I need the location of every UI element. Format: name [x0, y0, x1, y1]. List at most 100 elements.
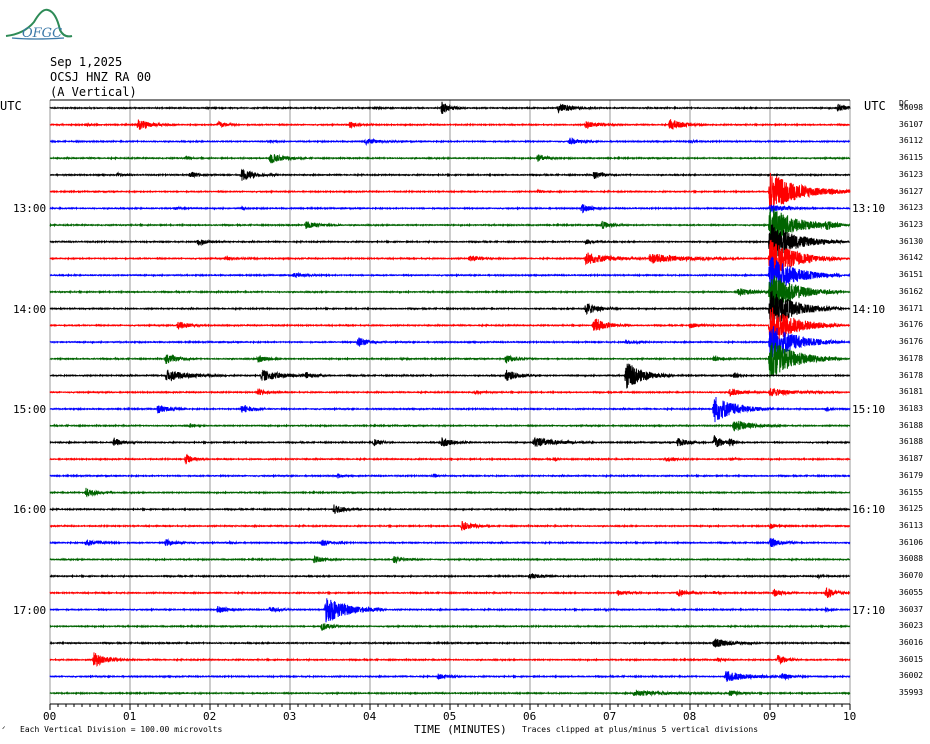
trace-35: [49, 689, 851, 697]
x-tick-label: 10: [843, 710, 857, 723]
trace-14: [49, 325, 851, 360]
dc-offset-label: 36125: [899, 504, 924, 514]
date-label: Sep 1,2025: [50, 55, 123, 69]
dc-offset-label: 36127: [899, 186, 924, 196]
dc-offset-label: 36155: [899, 487, 924, 497]
dc-offset-label: 36016: [899, 638, 924, 648]
x-tick-label: 05: [443, 710, 457, 723]
x-tick-label: 07: [603, 710, 617, 723]
right-utc-label: UTC: [864, 99, 886, 113]
dc-offset-label: 36151: [899, 270, 924, 280]
x-tick-label: 03: [283, 710, 297, 723]
dc-offset-label: 36113: [899, 521, 924, 530]
trace-11: [49, 275, 851, 310]
trace-22: [49, 472, 851, 479]
left-time-label: 13:00: [13, 202, 47, 216]
right-time-label: 15:10: [852, 402, 886, 416]
x-tick-label: 00: [43, 710, 57, 723]
trace-19: [49, 420, 851, 432]
trace-33: [49, 652, 851, 667]
right-time-label: 16:10: [852, 503, 886, 517]
x-tick-label: 08: [683, 710, 697, 723]
trace-18: [49, 396, 851, 423]
trace-21: [49, 453, 851, 465]
trace-3: [49, 153, 851, 164]
trace-13: [49, 307, 851, 345]
x-tick-label: 09: [763, 710, 777, 723]
trace-9: [49, 239, 851, 279]
trace-17: [49, 387, 851, 397]
logo-text: OFGC: [22, 26, 63, 41]
trace-32: [49, 638, 851, 648]
trace-27: [49, 555, 851, 565]
right-time-label: 13:10: [852, 202, 886, 216]
trace-28: [49, 573, 851, 580]
right-time-label: 14:10: [852, 302, 886, 316]
dc-offset-label: 36123: [899, 203, 924, 213]
dc-column-header: DC: [899, 99, 909, 108]
dc-offset-label: 36176: [899, 337, 924, 347]
trace-5: [49, 172, 851, 209]
station-label: OCSJ HNZ RA 00: [50, 70, 152, 84]
trace-29: [49, 587, 851, 599]
dc-offset-label: 36188: [899, 420, 924, 430]
trace-7: [49, 208, 851, 243]
left-time-label: 16:00: [13, 503, 47, 517]
trace-2: [49, 137, 851, 147]
dc-offset-label: 36002: [899, 671, 924, 681]
dc-offset-label: 36015: [899, 654, 924, 664]
left-time-label: 17:00: [13, 603, 47, 617]
x-tick-label: 02: [203, 710, 217, 723]
dc-offset-label: 36171: [899, 303, 924, 313]
ofgc-logo: [4, 4, 74, 48]
dc-offset-label: 36037: [899, 604, 924, 614]
ofgc-logo-graphic: [5, 8, 73, 40]
trace-12: [49, 290, 851, 327]
trace-6: [49, 204, 851, 214]
trace-25: [49, 520, 851, 532]
dc-offset-label: 36115: [899, 153, 924, 163]
dc-offset-label: 36055: [899, 587, 924, 597]
trace-10: [49, 256, 851, 294]
dc-offset-label: 36123: [899, 220, 924, 230]
dc-offset-label: 36070: [899, 571, 924, 581]
clip-note: Traces clipped at plus/minus 5 vertical …: [522, 725, 759, 734]
x-tick-label: 01: [123, 710, 137, 723]
component-label: (A Vertical): [50, 85, 137, 99]
dc-offset-label: 36188: [899, 437, 924, 447]
dc-offset-label: 36106: [899, 537, 924, 547]
trace-30: [49, 598, 851, 623]
trace-15: [49, 342, 851, 378]
trace-1: [49, 119, 851, 130]
trace-23: [49, 487, 851, 498]
dc-offset-label: 36142: [899, 253, 924, 263]
trace-34: [49, 671, 851, 682]
left-utc-label: UTC: [0, 99, 22, 113]
dc-offset-label: 36112: [899, 136, 924, 146]
x-tick-label: 06: [523, 710, 537, 723]
trace-16: [49, 363, 851, 389]
footer-marker: ᐟ: [2, 725, 6, 734]
x-tick-label: 04: [363, 710, 377, 723]
trace-31: [49, 623, 851, 631]
dc-offset-label: 36023: [899, 621, 924, 631]
dc-offset-label: 36162: [899, 286, 924, 296]
dc-offset-label: 36130: [899, 236, 924, 246]
trace-0: [49, 101, 851, 114]
trace-26: [49, 537, 851, 548]
dc-offset-label: 36178: [899, 370, 924, 380]
x-axis-title: TIME (MINUTES): [414, 723, 507, 736]
dc-offset-label: 36088: [899, 554, 924, 564]
dc-offset-label: 36107: [899, 119, 924, 129]
dc-offset-label: 36176: [899, 320, 924, 330]
trace-8: [49, 224, 851, 261]
dc-offset-label: 35993: [899, 688, 924, 698]
trace-4: [49, 168, 851, 181]
scale-note: Each Vertical Division = 100.00 microvol…: [20, 725, 223, 734]
right-time-label: 17:10: [852, 603, 886, 617]
dc-offset-label: 36098: [899, 103, 924, 112]
dc-offset-label: 36178: [899, 353, 924, 363]
trace-24: [49, 504, 851, 515]
dc-offset-label: 36187: [899, 454, 924, 464]
